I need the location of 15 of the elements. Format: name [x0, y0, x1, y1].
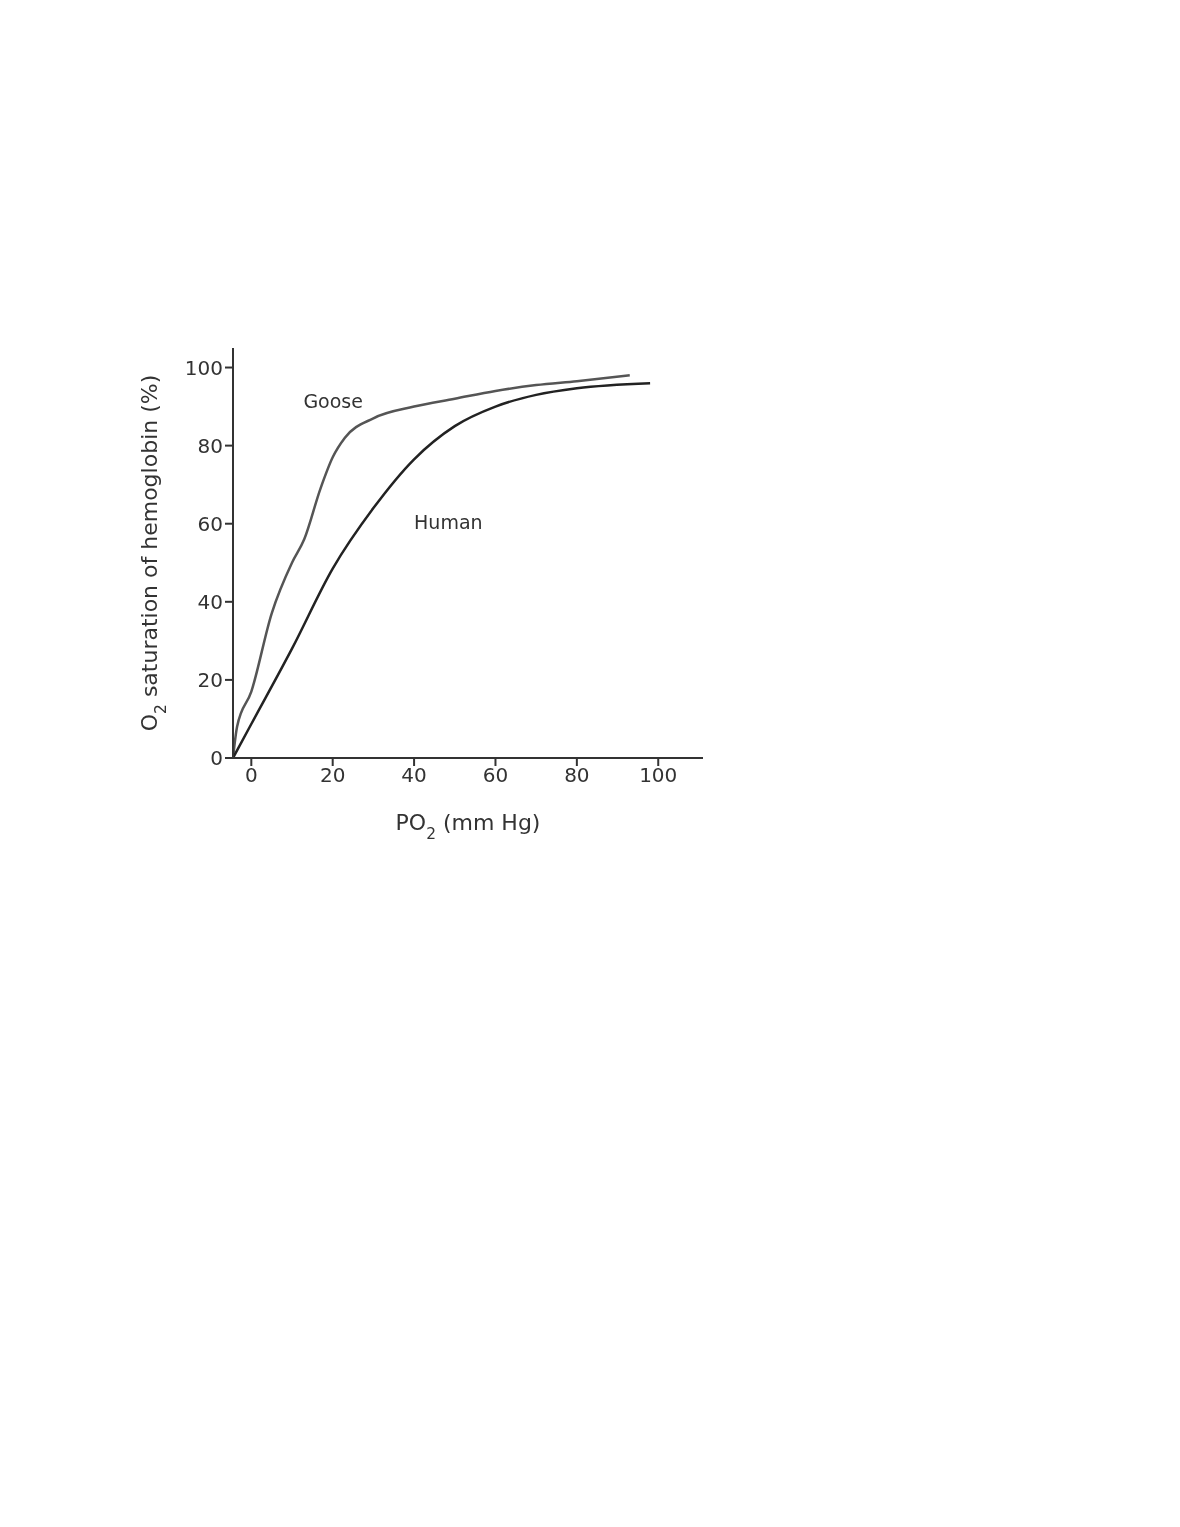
x-tick-label: 60	[482, 763, 509, 788]
x-tick-label: 0	[244, 763, 258, 788]
y-tick-label: 40	[197, 589, 223, 614]
x-tick-label: 80	[564, 763, 590, 788]
y-tick-label: 60	[197, 511, 223, 536]
y-tick-label: 20	[197, 668, 223, 692]
y-tick-label: 100	[184, 355, 223, 380]
x-tick-label: 100	[639, 763, 678, 788]
x-tick-label: 40	[401, 763, 427, 788]
y-tick-label: 80	[197, 433, 223, 458]
series-label: Human	[414, 511, 483, 534]
y-tick-label: 0	[210, 746, 223, 771]
x-axis-title: PO$_{2}$ (mm Hg)	[395, 810, 541, 843]
series-label: Goose	[303, 390, 363, 413]
x-tick-label: 20	[319, 763, 346, 788]
